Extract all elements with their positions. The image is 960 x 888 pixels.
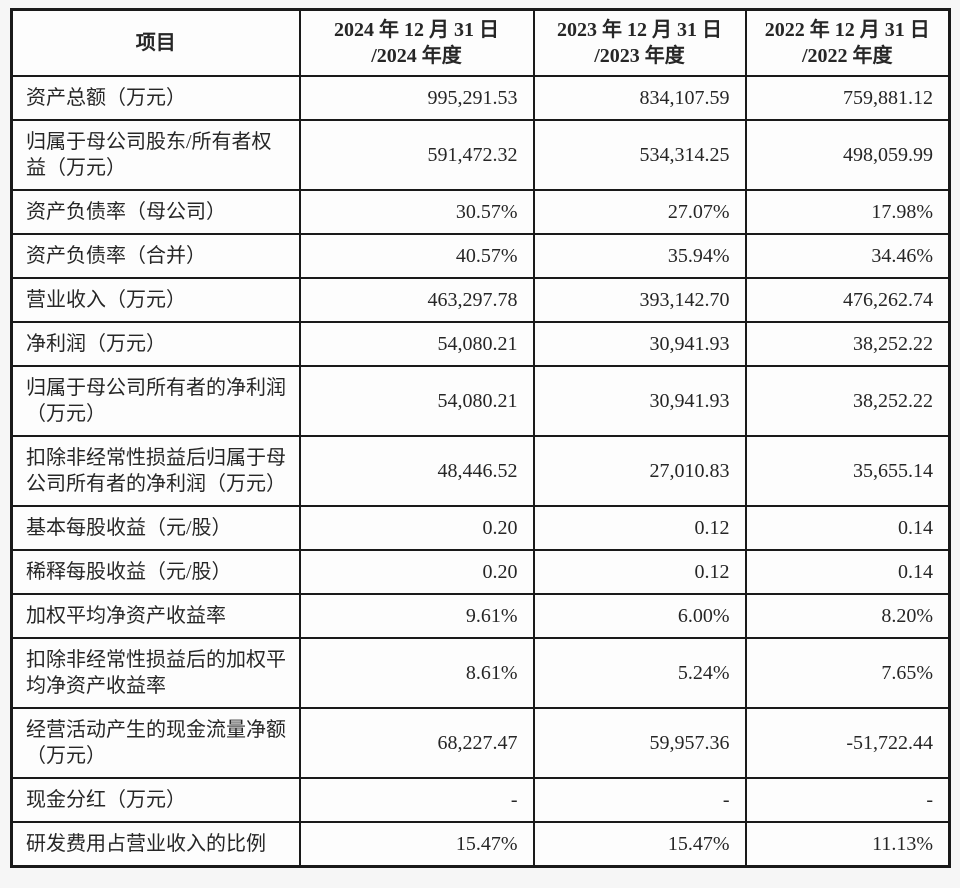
row-label: 扣除非经常性损益后的加权平均净资产收益率 bbox=[10, 637, 301, 709]
header-period-2022: 2022 年 12 月 31 日 /2022 年度 bbox=[744, 8, 951, 77]
row-value-2023: 35.94% bbox=[532, 233, 747, 279]
row-value-2022: 8.20% bbox=[744, 593, 951, 639]
row-label: 归属于母公司所有者的净利润（万元） bbox=[10, 365, 301, 437]
row-label: 归属于母公司股东/所有者权益（万元） bbox=[10, 119, 301, 191]
row-value-2024: 54,080.21 bbox=[298, 321, 535, 367]
table-body: 资产总额（万元） 995,291.53 834,107.59 759,881.1… bbox=[10, 75, 951, 868]
row-value-2024: - bbox=[298, 777, 535, 823]
header-period-2022-date: 2022 年 12 月 31 日 bbox=[764, 19, 930, 41]
table-row: 归属于母公司股东/所有者权益（万元） 591,472.32 534,314.25… bbox=[10, 119, 951, 191]
row-label: 资产负债率（合并） bbox=[10, 233, 301, 279]
row-value-2023: 27,010.83 bbox=[532, 435, 747, 507]
table-header: 项目 2024 年 12 月 31 日 /2024 年度 2023 年 12 月… bbox=[10, 8, 951, 77]
row-value-2023: 6.00% bbox=[532, 593, 747, 639]
row-value-2023: - bbox=[532, 777, 747, 823]
row-label: 现金分红（万元） bbox=[10, 777, 301, 823]
row-value-2024: 68,227.47 bbox=[298, 707, 535, 779]
header-period-2024-date: 2024 年 12 月 31 日 bbox=[334, 19, 499, 41]
row-value-2022: - bbox=[744, 777, 951, 823]
financial-summary-table: 项目 2024 年 12 月 31 日 /2024 年度 2023 年 12 月… bbox=[10, 8, 951, 868]
table-row: 加权平均净资产收益率 9.61% 6.00% 8.20% bbox=[10, 593, 951, 639]
row-label: 研发费用占营业收入的比例 bbox=[10, 821, 301, 868]
row-value-2022: 17.98% bbox=[744, 189, 951, 235]
row-value-2023: 534,314.25 bbox=[532, 119, 747, 191]
row-value-2023: 15.47% bbox=[532, 821, 747, 868]
row-label: 营业收入（万元） bbox=[10, 277, 301, 323]
row-value-2022: 0.14 bbox=[744, 549, 951, 595]
table-row: 稀释每股收益（元/股） 0.20 0.12 0.14 bbox=[10, 549, 951, 595]
row-label: 基本每股收益（元/股） bbox=[10, 505, 301, 551]
table-row: 现金分红（万元） - - - bbox=[10, 777, 951, 823]
header-row: 项目 2024 年 12 月 31 日 /2024 年度 2023 年 12 月… bbox=[10, 8, 951, 77]
row-value-2024: 15.47% bbox=[298, 821, 535, 868]
row-value-2022: 0.14 bbox=[744, 505, 951, 551]
row-value-2023: 27.07% bbox=[532, 189, 747, 235]
row-label: 经营活动产生的现金流量净额（万元） bbox=[10, 707, 301, 779]
table-row: 资产负债率（合并） 40.57% 35.94% 34.46% bbox=[10, 233, 951, 279]
table-row: 扣除非经常性损益后的加权平均净资产收益率 8.61% 5.24% 7.65% bbox=[10, 637, 951, 709]
row-value-2023: 30,941.93 bbox=[532, 321, 747, 367]
row-value-2022: 498,059.99 bbox=[744, 119, 951, 191]
row-value-2023: 5.24% bbox=[532, 637, 747, 709]
header-period-2022-year: /2022 年度 bbox=[801, 45, 893, 67]
row-label: 稀释每股收益（元/股） bbox=[10, 549, 301, 595]
row-value-2024: 54,080.21 bbox=[298, 365, 535, 437]
table-row: 资产总额（万元） 995,291.53 834,107.59 759,881.1… bbox=[10, 75, 951, 121]
row-label: 资产总额（万元） bbox=[10, 75, 301, 121]
row-label: 加权平均净资产收益率 bbox=[10, 593, 301, 639]
row-value-2024: 995,291.53 bbox=[298, 75, 535, 121]
table-row: 研发费用占营业收入的比例 15.47% 15.47% 11.13% bbox=[10, 821, 951, 868]
row-value-2022: 38,252.22 bbox=[744, 365, 951, 437]
row-value-2024: 8.61% bbox=[298, 637, 535, 709]
row-value-2024: 0.20 bbox=[298, 549, 535, 595]
table-row: 基本每股收益（元/股） 0.20 0.12 0.14 bbox=[10, 505, 951, 551]
header-item: 项目 bbox=[10, 8, 301, 77]
table-row: 扣除非经常性损益后归属于母公司所有者的净利润（万元） 48,446.52 27,… bbox=[10, 435, 951, 507]
row-value-2023: 0.12 bbox=[532, 549, 747, 595]
row-value-2022: 34.46% bbox=[744, 233, 951, 279]
row-value-2024: 463,297.78 bbox=[298, 277, 535, 323]
row-value-2023: 0.12 bbox=[532, 505, 747, 551]
row-value-2024: 9.61% bbox=[298, 593, 535, 639]
row-value-2023: 59,957.36 bbox=[532, 707, 747, 779]
row-label: 扣除非经常性损益后归属于母公司所有者的净利润（万元） bbox=[10, 435, 301, 507]
row-value-2024: 0.20 bbox=[298, 505, 535, 551]
row-value-2024: 591,472.32 bbox=[298, 119, 535, 191]
header-period-2024-year: /2024 年度 bbox=[371, 45, 462, 67]
header-period-2024: 2024 年 12 月 31 日 /2024 年度 bbox=[298, 8, 535, 77]
row-value-2024: 40.57% bbox=[298, 233, 535, 279]
row-value-2024: 48,446.52 bbox=[298, 435, 535, 507]
table-row: 资产负债率（母公司） 30.57% 27.07% 17.98% bbox=[10, 189, 951, 235]
row-value-2022: 7.65% bbox=[744, 637, 951, 709]
row-label: 净利润（万元） bbox=[10, 321, 301, 367]
row-value-2022: -51,722.44 bbox=[744, 707, 951, 779]
table-row: 净利润（万元） 54,080.21 30,941.93 38,252.22 bbox=[10, 321, 951, 367]
row-label: 资产负债率（母公司） bbox=[10, 189, 301, 235]
row-value-2024: 30.57% bbox=[298, 189, 535, 235]
row-value-2022: 35,655.14 bbox=[744, 435, 951, 507]
row-value-2023: 393,142.70 bbox=[532, 277, 747, 323]
header-period-2023: 2023 年 12 月 31 日 /2023 年度 bbox=[532, 8, 747, 77]
row-value-2023: 30,941.93 bbox=[532, 365, 747, 437]
row-value-2022: 759,881.12 bbox=[744, 75, 951, 121]
row-value-2023: 834,107.59 bbox=[532, 75, 747, 121]
table-row: 营业收入（万元） 463,297.78 393,142.70 476,262.7… bbox=[10, 277, 951, 323]
row-value-2022: 11.13% bbox=[744, 821, 951, 868]
header-period-2023-date: 2023 年 12 月 31 日 bbox=[557, 19, 722, 41]
table-row: 经营活动产生的现金流量净额（万元） 68,227.47 59,957.36 -5… bbox=[10, 707, 951, 779]
table-row: 归属于母公司所有者的净利润（万元） 54,080.21 30,941.93 38… bbox=[10, 365, 951, 437]
row-value-2022: 38,252.22 bbox=[744, 321, 951, 367]
header-period-2023-year: /2023 年度 bbox=[594, 45, 685, 67]
row-value-2022: 476,262.74 bbox=[744, 277, 951, 323]
